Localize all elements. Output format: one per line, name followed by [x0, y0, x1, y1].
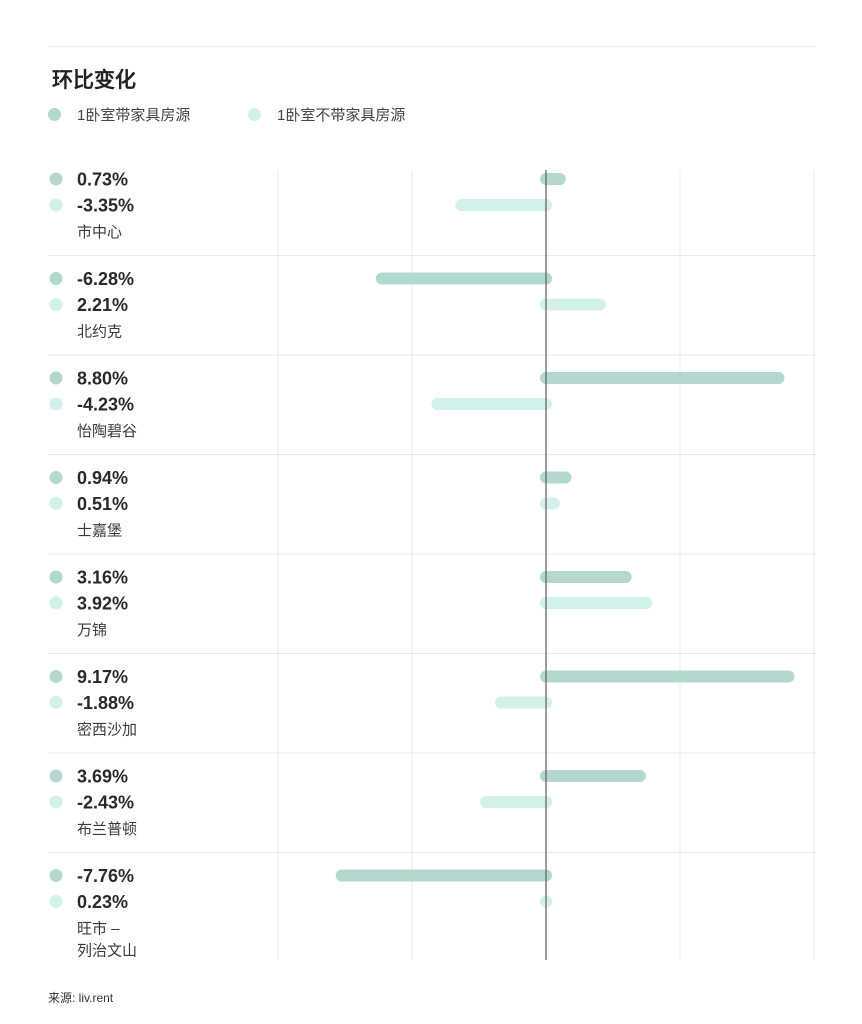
bar-unfurnished [480, 796, 552, 808]
value-label: 0.51% [77, 494, 128, 514]
bar-furnished [540, 173, 566, 185]
series-marker-furnished [49, 769, 63, 783]
series-marker-furnished [49, 272, 63, 285]
bar-furnished [540, 670, 795, 683]
series-marker-unfurnished [49, 497, 63, 510]
bar-furnished [540, 770, 646, 782]
bar-unfurnished [540, 497, 560, 510]
bar-furnished [540, 372, 785, 384]
category-label: 怡陶碧谷 [77, 423, 137, 440]
source-note: 来源: liv.rent [48, 991, 114, 1005]
bar-unfurnished [540, 597, 653, 609]
series-marker-furnished [49, 471, 63, 484]
bar-furnished [335, 869, 552, 882]
value-label: 3.69% [77, 767, 128, 787]
series-marker-unfurnished [49, 397, 63, 411]
series-marker-furnished [49, 869, 63, 882]
value-label: -3.35% [77, 196, 134, 216]
value-label: 8.80% [77, 369, 128, 389]
category-label: 布兰普顿 [77, 821, 137, 838]
value-label: 9.17% [77, 667, 128, 687]
category-label: 列治文山 [77, 943, 137, 960]
value-label: 3.92% [77, 594, 128, 614]
bar-unfurnished [540, 298, 606, 311]
value-label: 0.94% [77, 468, 128, 488]
series-marker-furnished [49, 670, 63, 683]
category-label: 士嘉堡 [77, 523, 122, 540]
category-label: 市中心 [77, 224, 122, 241]
legend-item-furnished: 1卧室带家具房源 [48, 104, 190, 125]
category-label: 密西沙加 [77, 722, 137, 739]
series-marker-unfurnished [49, 795, 63, 809]
value-label: -4.23% [77, 395, 134, 415]
series-marker-unfurnished [49, 895, 63, 908]
series-marker-unfurnished [49, 198, 63, 212]
bar-furnished [375, 272, 552, 285]
series-marker-furnished [49, 371, 63, 385]
series-marker-unfurnished [49, 596, 63, 610]
value-label: 0.23% [77, 892, 128, 912]
legend-label-unfurnished: 1卧室不带家具房源 [277, 107, 406, 124]
value-label: -2.43% [77, 793, 134, 813]
series-marker-unfurnished [49, 298, 63, 311]
bar-furnished [540, 471, 572, 484]
bar-unfurnished [495, 696, 552, 709]
value-label: 0.73% [77, 170, 128, 190]
value-label: 2.21% [77, 295, 128, 315]
category-label: 万锦 [77, 622, 107, 639]
series-marker-furnished [49, 172, 63, 186]
chart-title: 环比变化 [52, 69, 136, 92]
legend-dot-furnished-icon [48, 108, 61, 121]
value-label: -1.88% [77, 693, 134, 713]
bar-unfurnished [455, 199, 552, 211]
series-marker-furnished [49, 570, 63, 584]
legend-item-unfurnished: 1卧室不带家具房源 [248, 104, 405, 125]
value-label: -6.28% [77, 269, 134, 289]
legend-dot-unfurnished-icon [248, 108, 261, 121]
category-label: 旺市 – [77, 921, 120, 938]
category-label: 北约克 [77, 324, 122, 341]
top-divider [48, 46, 816, 47]
bar-furnished [540, 571, 632, 583]
value-label: 3.16% [77, 568, 128, 588]
bar-unfurnished [431, 398, 552, 410]
legend-label-furnished: 1卧室带家具房源 [77, 107, 191, 124]
series-marker-unfurnished [49, 696, 63, 709]
value-label: -7.76% [77, 866, 134, 886]
